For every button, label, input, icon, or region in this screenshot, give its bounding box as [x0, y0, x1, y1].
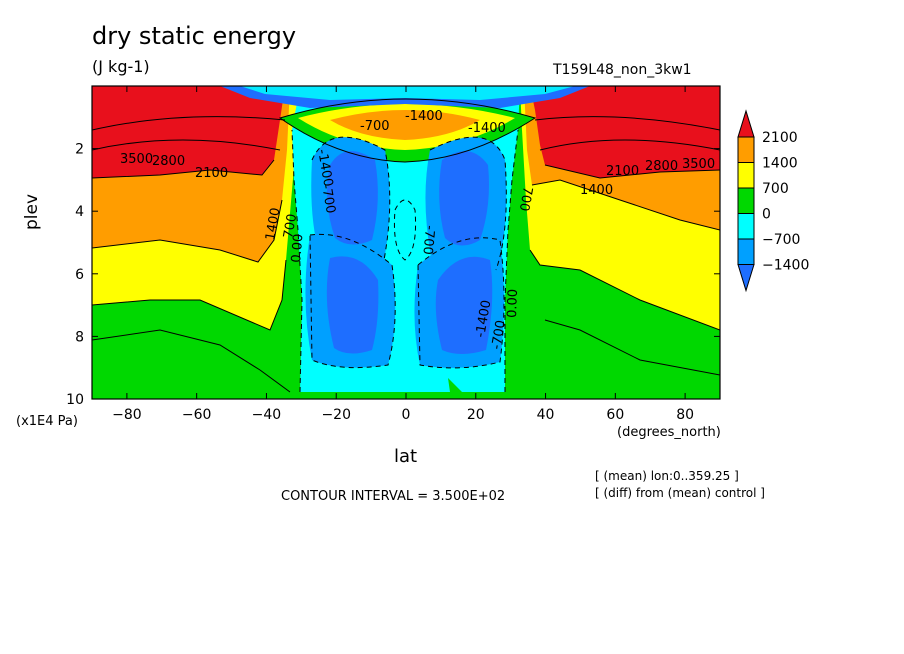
contour-label: 700 [516, 185, 535, 212]
contour-label: 1400 [580, 183, 613, 198]
mean-note: [ (mean) lon:0..359.25 ] [595, 469, 739, 483]
field-red-left [92, 86, 285, 178]
contour-label: 3500 [682, 157, 715, 172]
contour-label: -1400 [468, 121, 506, 136]
x-tick-label: −60 [182, 407, 212, 423]
x-axis-label: lat [394, 446, 418, 467]
y-tick-label: 8 [75, 329, 84, 345]
contour-line [291, 129, 303, 393]
contour-labels: 3500 2800 2100 1400 700 0.00 -700 -1400 … [120, 109, 715, 351]
chart-title: dry static energy [92, 22, 297, 50]
contour-line [529, 249, 720, 331]
colorbar-box [737, 187, 755, 214]
x-tick-label: 0 [402, 407, 411, 423]
contour-label: 700 [281, 213, 300, 240]
colorbar-label: 2100 [762, 130, 798, 146]
contour-label: 2100 [195, 166, 228, 181]
contour-line [92, 159, 275, 179]
y-tick-label: 10 [66, 392, 84, 408]
contour-line [544, 164, 720, 179]
contour-lines [92, 98, 720, 393]
contour-label: -1400 [405, 109, 443, 124]
contour-label: 2800 [152, 154, 185, 169]
contour-line [92, 199, 283, 263]
contour-field [92, 86, 720, 399]
colorbar-box [737, 238, 755, 265]
contour-label: -1400 [314, 148, 335, 188]
contour-line [309, 233, 396, 369]
contour-line [394, 199, 416, 261]
run-name: T159L48_non_3kw1 [553, 62, 692, 78]
colorbar: 2100 1400 700 0 −700 −1400 [737, 109, 809, 293]
x-tick-label: 40 [537, 407, 555, 423]
x-tick-label: 80 [676, 407, 694, 423]
contour-label: -700 [360, 119, 390, 134]
y-tick-label: 2 [75, 142, 84, 158]
contour-label: -700 [318, 183, 338, 215]
contour-interval-text: CONTOUR INTERVAL = 3.500E+02 [281, 489, 506, 504]
y-axis-units: (x1E4 Pa) [16, 414, 78, 429]
x-axis-units: (degrees_north) [617, 425, 721, 440]
contour-line [531, 179, 720, 231]
colorbar-bottom-arrow [737, 264, 755, 293]
field-core-lower-right [435, 256, 493, 354]
colorbar-label: 700 [762, 181, 789, 197]
x-tick-label: −20 [321, 407, 351, 423]
contour-label: -700 [489, 319, 509, 351]
x-tick-label: −80 [112, 407, 142, 423]
contour-label: -1400 [473, 299, 494, 339]
colorbar-label: −700 [762, 232, 800, 248]
colorbar-label: 0 [762, 207, 771, 223]
field-core-upper-left [326, 151, 378, 245]
field-core-lower-left [326, 256, 379, 354]
contour-label: 0.00 [289, 233, 306, 263]
colorbar-box [737, 213, 755, 240]
axes-ticks: −80 −60 −40 −20 0 20 40 60 80 2 4 6 8 10 [66, 86, 720, 423]
contour-line [92, 259, 287, 331]
field-orange-cap [330, 110, 480, 140]
contour-line [417, 237, 505, 369]
contour-line [544, 319, 720, 376]
contour-line [92, 116, 286, 131]
contour-label: 3500 [120, 152, 153, 167]
y-tick-label: 4 [75, 204, 84, 220]
diff-note: [ (diff) from (mean) control ] [595, 486, 765, 500]
chart-units: (J kg-1) [92, 57, 150, 76]
contour-label: 0.00 [505, 289, 521, 318]
contour-line [539, 139, 720, 151]
x-tick-label: −40 [252, 407, 282, 423]
y-tick-label: 6 [75, 267, 84, 283]
contour-line [504, 129, 519, 392]
x-tick-label: 60 [606, 407, 624, 423]
contour-label: 1400 [263, 206, 284, 241]
contour-line [278, 98, 537, 163]
contour-label: -700 [419, 225, 437, 256]
field-core-upper-right [439, 151, 489, 246]
contour-line [311, 136, 391, 261]
contour-label: 2100 [606, 164, 639, 179]
contour-line [92, 329, 291, 393]
field-cyan-top [240, 86, 575, 100]
contour-line [92, 139, 281, 151]
colorbar-label: −1400 [762, 258, 809, 274]
colorbar-box [737, 136, 755, 163]
contour-line [429, 136, 507, 271]
field-red-right [530, 86, 720, 178]
contour-label: 2800 [645, 159, 678, 174]
contour-line [534, 116, 720, 131]
colorbar-label: 1400 [762, 156, 798, 172]
colorbar-box [737, 162, 755, 189]
colorbar-top-arrow [737, 109, 755, 138]
x-tick-label: 20 [467, 407, 485, 423]
